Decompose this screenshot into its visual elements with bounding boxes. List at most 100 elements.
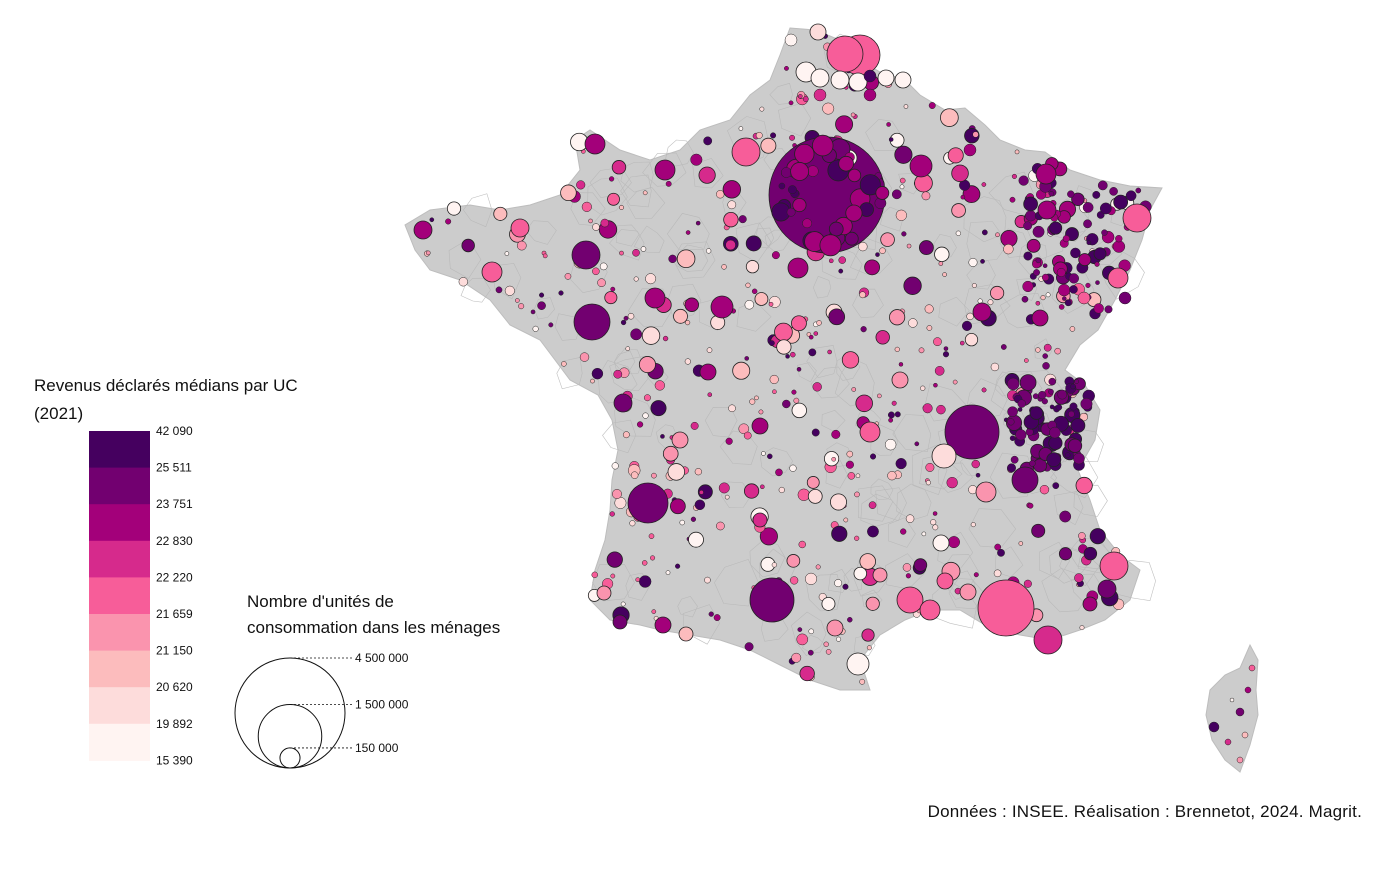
commune-symbol: [899, 184, 905, 190]
commune-symbol: [835, 115, 854, 134]
commune-symbol: [721, 264, 727, 270]
commune-symbol: [866, 645, 872, 651]
commune-symbol: [906, 243, 912, 249]
commune-symbol: [745, 260, 760, 274]
commune-symbol: [971, 283, 977, 288]
commune-symbol: [847, 472, 856, 480]
legend-title: Revenus déclarés médians par UC (2021): [34, 372, 334, 428]
commune-symbol: [797, 488, 811, 501]
commune-symbol: [919, 599, 941, 621]
size-legend-circle: [257, 703, 323, 769]
commune-symbol: [654, 616, 672, 634]
commune-symbol: [796, 367, 802, 372]
size-legend-circle: [234, 657, 346, 769]
commune-symbol: [990, 362, 1000, 372]
commune-symbol: [931, 443, 957, 469]
commune-symbol: [887, 411, 895, 419]
boundary-polygon: [460, 277, 491, 303]
legend-break-label: 22 830: [156, 534, 193, 548]
boundary-polygon: [665, 139, 694, 167]
commune-symbol: [880, 232, 895, 247]
commune-symbol: [576, 180, 586, 190]
commune-symbol: [609, 511, 615, 517]
commune-symbol: [1033, 269, 1040, 276]
commune-symbol: [1023, 251, 1033, 261]
commune-symbol: [1041, 273, 1050, 282]
legend-class-swatch: [89, 650, 150, 688]
commune-symbol: [688, 531, 704, 548]
commune-symbol: [413, 220, 433, 240]
commune-symbol: [961, 320, 973, 331]
commune-symbol: [771, 251, 780, 260]
commune-symbol: [1082, 202, 1094, 213]
commune-symbol: [665, 570, 671, 576]
commune-symbol: [612, 614, 628, 630]
color-legend-ticks: 42 090 25 511 23 751 22 830 22 220 21 659 21 1…: [156, 424, 193, 767]
commune-symbol: [504, 285, 515, 296]
commune-symbol: [542, 253, 548, 259]
commune-symbol: [608, 176, 615, 182]
commune-symbol: [925, 462, 935, 472]
commune-symbol: [1039, 484, 1050, 495]
commune-symbol: [841, 351, 860, 369]
commune-symbol: [518, 303, 525, 310]
commune-symbol: [772, 389, 777, 394]
commune-symbol: [738, 126, 744, 131]
proportional-symbols: [413, 23, 1256, 764]
commune-symbol: [611, 160, 627, 175]
commune-symbol: [1054, 347, 1061, 355]
commune-symbol: [853, 566, 867, 581]
commune-symbol: [1033, 625, 1063, 655]
legend-class-swatch: [89, 467, 150, 505]
commune-symbol: [1048, 191, 1054, 197]
commune-symbol: [858, 241, 868, 252]
commune-symbol: [1073, 452, 1085, 465]
commune-symbol: [980, 259, 985, 264]
commune-symbol: [1026, 238, 1041, 253]
commune-symbol: [1018, 175, 1029, 186]
commune-symbol: [838, 256, 846, 264]
commune-symbol: [970, 522, 976, 528]
commune-symbol: [493, 206, 508, 221]
commune-symbol: [932, 524, 939, 531]
commune-symbol: [1064, 452, 1071, 458]
commune-symbol: [921, 191, 931, 201]
commune-symbol: [620, 319, 627, 326]
commune-symbol: [827, 349, 832, 355]
commune-symbol: [1009, 435, 1016, 442]
commune-symbol: [932, 534, 950, 552]
commune-symbol: [894, 71, 912, 89]
commune-symbol: [1037, 200, 1057, 220]
commune-symbol: [782, 399, 791, 409]
commune-symbol: [1070, 418, 1086, 433]
boundary-polygon: [1034, 338, 1052, 361]
commune-symbol: [804, 572, 818, 585]
commune-symbol: [1093, 303, 1104, 314]
commune-symbol: [1000, 344, 1007, 350]
commune-symbol: [662, 445, 679, 462]
boundary-polygon: [1016, 278, 1038, 302]
commune-symbol: [1042, 263, 1048, 268]
boundary-polygon: [1051, 272, 1095, 314]
commune-symbol: [851, 387, 857, 392]
commune-symbol: [1059, 510, 1072, 523]
commune-symbol: [771, 562, 778, 568]
commune-symbol: [690, 153, 703, 166]
boundary-polygon: [875, 487, 907, 522]
commune-symbol: [877, 69, 895, 87]
boundary-polygon: [853, 560, 889, 597]
commune-symbol: [738, 215, 747, 224]
commune-symbol: [1049, 221, 1063, 235]
boundary-polygon: [615, 224, 640, 247]
commune-symbol: [654, 159, 676, 181]
commune-symbol: [828, 221, 844, 237]
commune-symbol: [828, 308, 846, 326]
commune-symbol: [1011, 466, 1039, 494]
commune-symbol: [914, 441, 920, 447]
commune-symbol: [627, 482, 669, 524]
commune-symbol: [613, 369, 623, 379]
commune-symbol: [993, 569, 1002, 578]
commune-symbol: [908, 318, 918, 328]
commune-symbol: [1244, 686, 1252, 694]
commune-symbol: [1236, 756, 1244, 764]
